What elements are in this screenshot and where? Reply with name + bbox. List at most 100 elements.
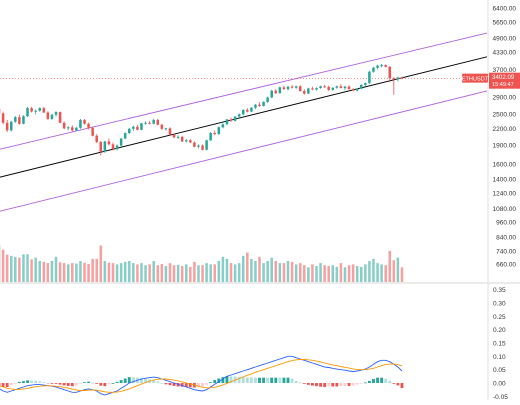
price-tick-label: 2200.00	[493, 126, 517, 133]
macd-histogram-bar	[10, 383, 13, 385]
macd-histogram-bar	[34, 381, 37, 383]
volume-bar	[356, 266, 359, 282]
volume-bar	[144, 265, 147, 282]
macd-histogram-bar	[209, 382, 212, 383]
candle-body	[315, 88, 318, 89]
volume-bar	[169, 263, 172, 282]
macd-histogram-bar	[270, 378, 273, 383]
candle-body	[112, 144, 115, 149]
macd-histogram-bar	[396, 383, 399, 385]
candle-body	[71, 127, 74, 130]
macd-histogram-bar	[368, 381, 371, 383]
macd-histogram-bar	[59, 383, 62, 385]
macd-histogram-bar	[18, 382, 21, 383]
volume-bar	[287, 261, 290, 282]
volume-bar	[185, 264, 188, 282]
volume-bar	[173, 265, 176, 282]
volume-bar	[55, 257, 58, 282]
volume-bar	[201, 265, 204, 282]
candle-body	[197, 146, 200, 147]
candle-body	[47, 112, 50, 118]
macd-histogram-bar	[51, 383, 54, 384]
volume-bar	[319, 263, 322, 282]
candle-body	[344, 87, 347, 88]
volume-bar	[315, 266, 318, 282]
volume-bar	[124, 262, 127, 282]
volume-bar	[71, 263, 74, 282]
macd-histogram-bar	[291, 379, 294, 383]
volume-bar	[120, 263, 123, 282]
candle-body	[262, 102, 265, 106]
volume-bar	[384, 265, 387, 282]
volume-bar	[152, 261, 155, 282]
macd-histogram-bar	[30, 381, 33, 383]
macd-histogram-bar	[164, 383, 167, 384]
candle-body	[51, 115, 54, 119]
volume-bar	[67, 264, 70, 282]
candle-body	[34, 111, 37, 112]
macd-histogram-bar	[63, 383, 66, 385]
volume-bar	[161, 264, 164, 282]
macd-histogram-bar	[364, 382, 367, 383]
macd-histogram-bar	[79, 383, 82, 384]
volume-bar	[34, 258, 37, 282]
candle-body	[283, 87, 286, 89]
macd-histogram-bar	[266, 378, 269, 383]
candle-body	[201, 146, 204, 150]
volume-bar	[157, 265, 160, 282]
macd-histogram-bar	[319, 383, 322, 387]
macd-histogram-bar	[213, 380, 216, 383]
candle-body	[181, 137, 184, 142]
candle-body	[193, 143, 196, 147]
candle-body	[368, 72, 371, 83]
macd-histogram-bar	[392, 383, 395, 384]
volume-bar	[30, 259, 33, 282]
macd-histogram-bar	[258, 378, 261, 383]
candle-body	[299, 86, 302, 91]
macd-histogram-bar	[95, 383, 98, 384]
candle-body	[218, 127, 221, 134]
candle-body	[59, 112, 62, 123]
macd-histogram-bar	[262, 378, 265, 383]
volume-bar	[218, 261, 221, 282]
candle-body	[91, 128, 94, 136]
macd-histogram-bar	[311, 383, 314, 386]
macd-histogram-bar	[38, 381, 41, 383]
candle-body	[287, 87, 290, 90]
volume-bar	[6, 255, 9, 282]
volume-bar	[250, 259, 253, 282]
macd-histogram-bar	[71, 383, 74, 386]
candle-body	[161, 125, 164, 129]
volume-bar	[95, 259, 98, 282]
volume-bar	[43, 262, 46, 282]
macd-histogram-bar	[246, 377, 249, 383]
macd-histogram-bar	[120, 380, 123, 383]
volume-bar	[344, 267, 347, 282]
volume-bar	[246, 253, 249, 282]
candle-body	[43, 108, 46, 112]
price-tick-label: 1400.00	[493, 177, 517, 184]
price-tick-label: 6400.00	[493, 5, 517, 12]
candle-body	[87, 124, 90, 128]
price-tick-label: 960.00	[496, 219, 516, 226]
macd-histogram-bar	[124, 378, 127, 383]
volume-bar	[340, 263, 343, 282]
volume-bar	[226, 259, 229, 282]
macd-histogram-bar	[344, 383, 347, 386]
candle-body	[209, 133, 212, 140]
candle-body	[295, 86, 298, 87]
volume-bar	[372, 259, 375, 282]
macd-histogram-bar	[254, 378, 257, 383]
candle-body	[55, 112, 58, 115]
volume-bar	[189, 267, 192, 282]
volume-bar	[401, 267, 404, 282]
candle-body	[352, 89, 355, 90]
macd-histogram-bar	[169, 383, 172, 385]
candle-body	[401, 77, 404, 78]
macd-histogram-bar	[388, 381, 391, 383]
volume-bar	[311, 264, 314, 282]
candle-body	[205, 140, 208, 150]
